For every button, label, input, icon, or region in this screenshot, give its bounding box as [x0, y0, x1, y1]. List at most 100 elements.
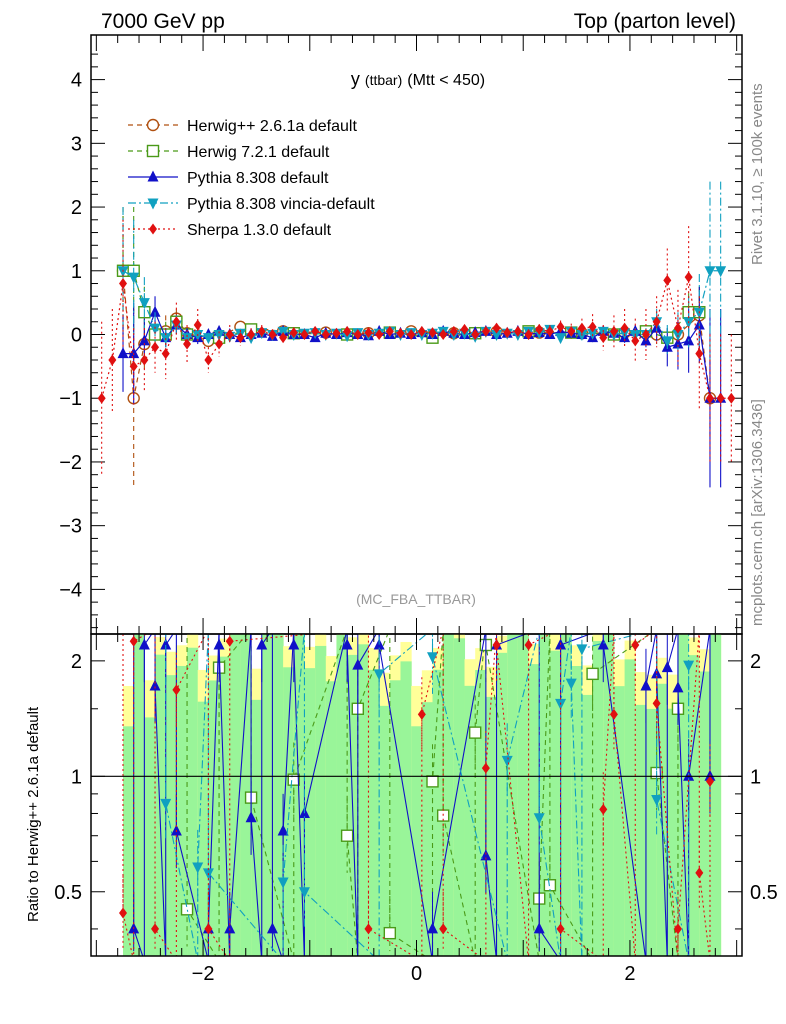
main-series-group: [97, 181, 736, 488]
mcplots-credit-label: mcplots.cern.ch [arXiv:1306.3436]: [749, 399, 766, 626]
ratio-data-point: [565, 678, 577, 690]
data-point: [609, 325, 618, 337]
data-point: [492, 322, 501, 334]
x-tick-label: −2: [192, 963, 215, 985]
main-y-tick-label: −2: [59, 452, 82, 474]
ratio-frame: [90, 633, 743, 957]
legend-label: Pythia 8.308 default: [187, 170, 329, 187]
band-inner-bin: [475, 669, 487, 956]
data-point: [375, 329, 384, 340]
band-inner-bin: [229, 634, 241, 956]
band-inner-bin: [251, 699, 263, 956]
data-point: [138, 298, 150, 310]
x-tick-label: 0: [411, 963, 422, 985]
data-point: [129, 360, 138, 372]
data-point: [117, 347, 129, 359]
legend-label: Herwig++ 2.6.1a default: [187, 118, 357, 135]
ratio-data-point: [543, 879, 557, 892]
series-pythia-8-308-default: [117, 286, 727, 488]
data-point: [204, 354, 213, 366]
legend-label: Sherpa 1.3.0 default: [187, 222, 332, 239]
ratio-series-line: [165, 634, 690, 956]
band-inner-bin: [667, 708, 679, 956]
ratio-data-point: [277, 877, 289, 889]
data-point: [193, 319, 202, 331]
ratio-data-point: [609, 708, 618, 720]
data-point: [716, 392, 725, 404]
data-point: [663, 274, 672, 286]
data-point: [727, 392, 736, 404]
band-inner-bin: [336, 634, 348, 956]
band-inner-bin: [613, 686, 626, 956]
legend-label: Herwig 7.2.1 default: [187, 144, 330, 161]
band-inner-bin: [688, 655, 700, 956]
ratio-series-group: [119, 634, 716, 956]
ratio-series-sherpa-1-3-0-default: [119, 634, 714, 956]
main-y-tick-label: 4: [71, 70, 82, 92]
data-point: [364, 327, 373, 339]
ratio-y-tick-label-left: 2: [71, 651, 82, 673]
ratio-data-point: [383, 926, 397, 940]
band-inner-bin: [603, 634, 615, 956]
ratio-data-point: [597, 638, 609, 650]
main-y-tick-label: 3: [71, 133, 82, 155]
data-point: [385, 325, 394, 337]
band-inner-bin: [709, 634, 722, 956]
band-inner-bin: [357, 644, 369, 956]
ratio-data-point: [481, 762, 490, 774]
data-point: [449, 325, 458, 337]
data-point: [695, 348, 704, 360]
ratio-data-point: [160, 798, 172, 810]
ratio-data-point: [631, 639, 640, 651]
ratio-data-point: [524, 639, 533, 651]
data-point: [555, 333, 567, 345]
x-tick-labels: −2 0 2: [192, 963, 636, 985]
band-inner-bin: [528, 664, 540, 956]
band-inner-bin: [165, 675, 177, 956]
band-inner-bin: [517, 634, 530, 956]
data-point: [513, 325, 522, 337]
ratio-data-point: [180, 903, 194, 916]
ratio-data-point: [468, 726, 482, 739]
legend-marker: [147, 170, 159, 182]
ratio-data-point: [288, 638, 300, 650]
ratio-data-point: [225, 635, 234, 647]
band-inner-bin: [133, 634, 145, 956]
ratio-data-point: [599, 803, 608, 815]
data-point: [311, 325, 320, 337]
ratio-data-point: [427, 652, 439, 664]
data-point: [417, 325, 426, 337]
band-inner-bin: [293, 634, 305, 956]
ratio-data-point: [651, 795, 663, 807]
ratio-data-point: [373, 669, 385, 681]
data-point: [503, 327, 512, 339]
band-inner-bin: [411, 726, 423, 956]
ratio-data-point: [213, 638, 225, 650]
data-point: [149, 305, 161, 317]
data-point: [672, 337, 684, 349]
ratio-data-point: [192, 862, 204, 874]
data-point: [236, 332, 245, 344]
data-point: [715, 266, 727, 278]
ratio-data-point: [640, 679, 652, 691]
rivet-version-label: Rivet 3.1.10, ≥ 100k events: [749, 83, 766, 265]
ratio-y-tick-label-left: 1: [71, 766, 82, 788]
data-point: [524, 329, 533, 340]
legend-entry: Pythia 8.308 vincia-default: [128, 196, 375, 213]
data-point: [183, 338, 192, 350]
band-inner-bin: [368, 669, 380, 956]
data-point: [556, 321, 565, 333]
band-inner-bin: [645, 708, 658, 956]
legend-label: Pythia 8.308 vincia-default: [187, 196, 375, 213]
ratio-data-point: [352, 658, 364, 670]
main-y-tick-label: 0: [71, 325, 82, 347]
ratio-data-point: [129, 635, 138, 647]
band-inner-bin: [197, 701, 209, 956]
data-point: [213, 330, 225, 341]
ratio-y-tick-labels: 0.5 0.5 1 1 2 2: [54, 651, 778, 904]
ratio-data-point: [673, 923, 682, 935]
ratio-data-point: [683, 660, 695, 672]
data-point: [588, 321, 597, 333]
ratio-data-point: [576, 644, 588, 656]
legend-entry: Pythia 8.308 default: [128, 170, 329, 187]
